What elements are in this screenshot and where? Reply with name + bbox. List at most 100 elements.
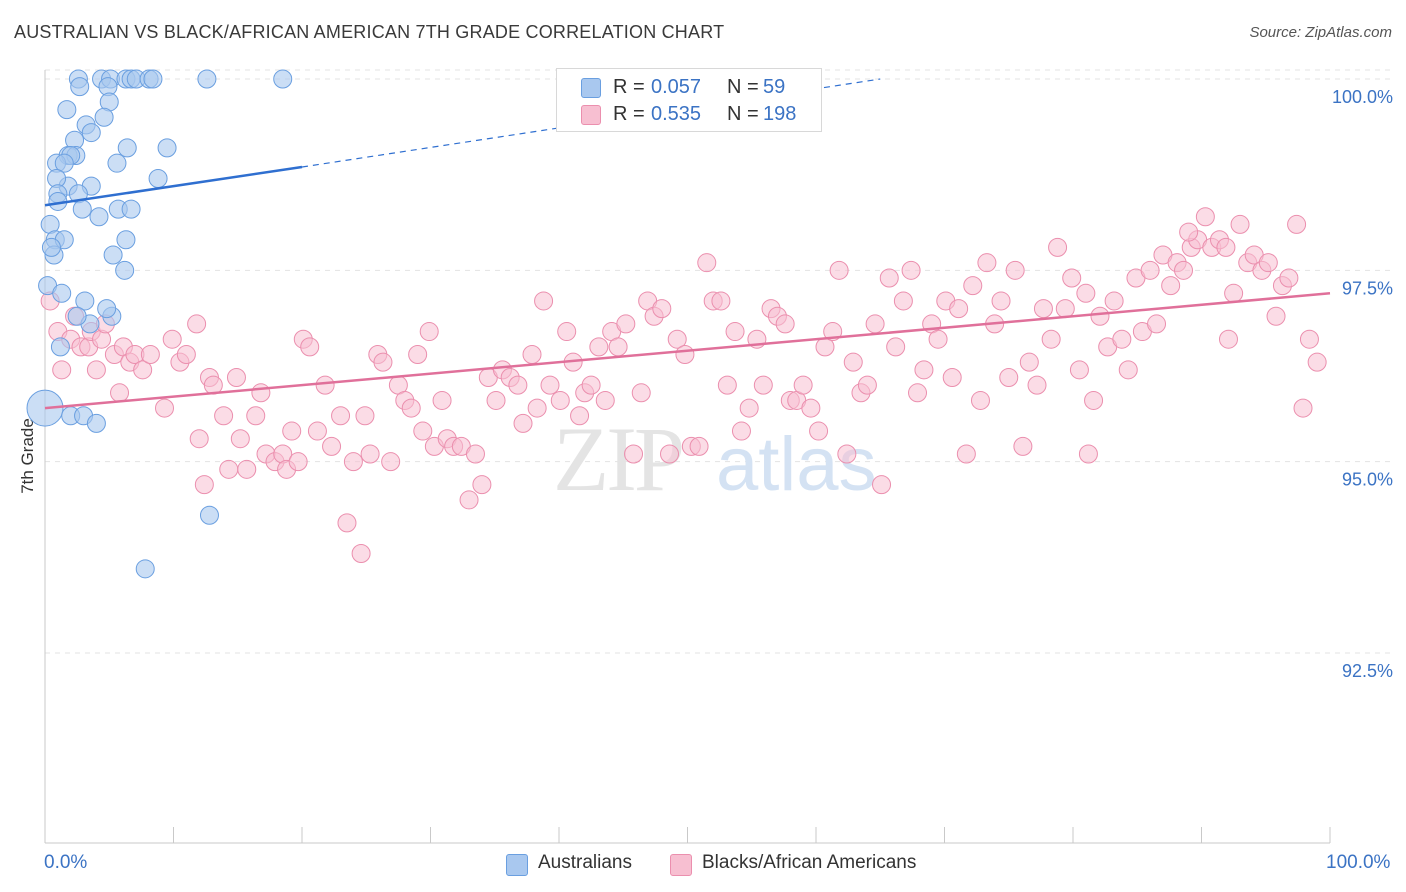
chart-title: AUSTRALIAN VS BLACK/AFRICAN AMERICAN 7TH…: [14, 22, 725, 42]
data-point-blacks: [793, 375, 813, 395]
data-point-blacks: [52, 360, 72, 380]
data-point-australians: [148, 168, 168, 188]
legend-r-value: 0.057: [651, 76, 702, 98]
data-point-australians: [103, 245, 123, 265]
y-tick-label: 95.0%: [1342, 470, 1393, 490]
legend-swatch-blue: [581, 78, 601, 98]
data-point-australians: [75, 291, 95, 311]
data-point-blacks: [1033, 299, 1053, 319]
data-point-blacks: [949, 299, 969, 319]
data-point-blacks: [809, 421, 829, 441]
data-point-blacks: [214, 406, 234, 426]
data-point-blacks: [616, 314, 636, 334]
data-point-blacks: [589, 337, 609, 357]
legend-n-label: N =: [727, 76, 759, 98]
data-point-australians: [57, 100, 77, 120]
data-point-blacks: [1230, 214, 1250, 234]
data-point-blacks: [187, 314, 207, 334]
data-point-blacks: [419, 322, 439, 342]
data-point-blacks: [432, 390, 452, 410]
data-point-blacks: [893, 291, 913, 311]
data-point-blacks: [1161, 276, 1181, 296]
data-point-blacks: [401, 398, 421, 418]
data-point-blacks: [624, 444, 644, 464]
data-point-blacks: [1005, 260, 1025, 280]
watermark: ZIP atlas: [553, 408, 877, 510]
data-point-blacks: [963, 276, 983, 296]
data-point-blacks: [857, 375, 877, 395]
data-point-blacks: [1266, 306, 1286, 326]
data-point-australians: [70, 77, 90, 97]
data-point-blacks: [901, 260, 921, 280]
grid-lines: [45, 69, 1395, 654]
data-point-blacks: [1104, 291, 1124, 311]
data-point-blacks: [1218, 329, 1238, 349]
data-point-blacks: [381, 452, 401, 472]
data-point-blacks: [322, 436, 342, 456]
data-point-blacks: [527, 398, 547, 418]
data-point-blacks: [413, 421, 433, 441]
data-point-blacks: [608, 337, 628, 357]
data-point-blacks: [288, 452, 308, 472]
data-point-blacks: [652, 299, 672, 319]
data-point-blacks: [1179, 222, 1199, 242]
data-point-blacks: [914, 360, 934, 380]
data-point-blacks: [1019, 352, 1039, 372]
data-point-australians: [41, 237, 61, 257]
data-point-blacks: [879, 268, 899, 288]
legend-row-blacks: R = 0.535 N = 198: [557, 101, 821, 129]
data-point-blacks: [408, 345, 428, 365]
data-point-blacks: [711, 291, 731, 311]
y-axis-label: 7th Grade: [18, 418, 37, 494]
data-point-blacks: [942, 367, 962, 387]
data-point-blacks: [508, 375, 528, 395]
legend-n-value: 198: [763, 103, 797, 125]
data-point-australians: [197, 69, 217, 89]
data-point-blacks: [1069, 360, 1089, 380]
data-point-blacks: [1041, 329, 1061, 349]
data-point-australians: [135, 559, 155, 579]
data-point-blacks: [775, 314, 795, 334]
data-point-blacks: [725, 322, 745, 342]
data-point-australians: [50, 337, 70, 357]
data-point-blacks: [300, 337, 320, 357]
data-point-blacks: [522, 345, 542, 365]
correlation-legend: R = 0.057 N = 59 R = 0.535 N = 198: [556, 68, 822, 132]
data-point-blacks: [675, 345, 695, 365]
data-point-blacks: [1140, 260, 1160, 280]
data-point-australians: [81, 123, 101, 143]
bottom-legend-swatch-blue: [506, 854, 528, 876]
data-point-blacks: [865, 314, 885, 334]
data-point-blacks: [1055, 299, 1075, 319]
data-point-blacks: [331, 406, 351, 426]
source-label: Source: ZipAtlas.com: [1249, 24, 1392, 41]
data-point-blacks: [1279, 268, 1299, 288]
data-point-blacks: [162, 329, 182, 349]
data-point-blacks: [1287, 214, 1307, 234]
data-point-blacks: [829, 260, 849, 280]
legend-n-label: N =: [727, 103, 759, 125]
data-point-australians: [72, 199, 92, 219]
data-point-australians: [52, 283, 72, 303]
data-point-blacks: [731, 421, 751, 441]
x-axis-min-label: 0.0%: [44, 852, 88, 873]
data-point-blacks: [753, 375, 773, 395]
data-point-blacks: [176, 345, 196, 365]
data-point-blacks: [337, 513, 357, 533]
data-point-blacks: [230, 429, 250, 449]
data-point-australians: [67, 306, 87, 326]
data-point-australians: [115, 260, 135, 280]
bottom-legend-swatch-pink: [670, 854, 692, 876]
data-point-blacks: [351, 544, 371, 564]
data-point-blacks: [1224, 283, 1244, 303]
legend-row-australians: R = 0.057 N = 59: [557, 74, 821, 102]
y-tick-label: 100.0%: [1332, 87, 1393, 107]
data-point-blacks: [581, 375, 601, 395]
data-point-blacks: [872, 475, 892, 495]
data-point-australians: [89, 207, 109, 227]
data-point-blacks: [970, 390, 990, 410]
data-point-blacks: [226, 367, 246, 387]
data-point-blacks: [697, 253, 717, 273]
data-point-australians: [273, 69, 293, 89]
